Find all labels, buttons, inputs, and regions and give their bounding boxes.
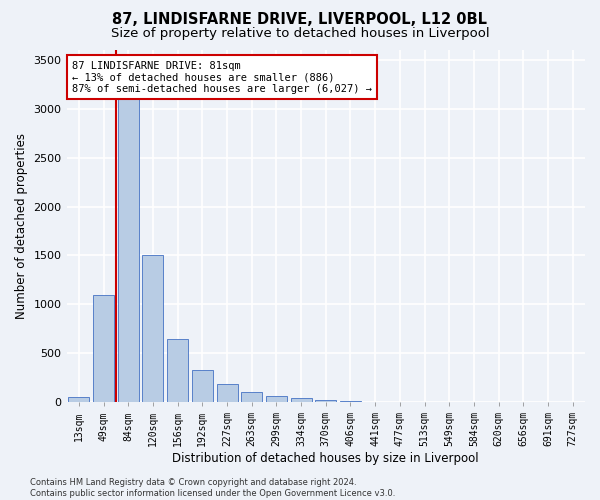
Bar — [217, 384, 238, 402]
Bar — [68, 398, 89, 402]
Text: Contains HM Land Registry data © Crown copyright and database right 2024.
Contai: Contains HM Land Registry data © Crown c… — [30, 478, 395, 498]
Bar — [118, 64, 139, 402]
Bar — [192, 370, 213, 402]
Bar — [340, 401, 361, 402]
Bar — [290, 398, 311, 402]
Bar — [266, 396, 287, 402]
Text: Size of property relative to detached houses in Liverpool: Size of property relative to detached ho… — [110, 28, 490, 40]
Bar — [93, 294, 114, 402]
X-axis label: Distribution of detached houses by size in Liverpool: Distribution of detached houses by size … — [172, 452, 479, 465]
Text: 87, LINDISFARNE DRIVE, LIVERPOOL, L12 0BL: 87, LINDISFARNE DRIVE, LIVERPOOL, L12 0B… — [113, 12, 487, 28]
Bar — [241, 392, 262, 402]
Text: 87 LINDISFARNE DRIVE: 81sqm
← 13% of detached houses are smaller (886)
87% of se: 87 LINDISFARNE DRIVE: 81sqm ← 13% of det… — [72, 60, 372, 94]
Bar — [167, 338, 188, 402]
Y-axis label: Number of detached properties: Number of detached properties — [15, 133, 28, 319]
Bar — [315, 400, 336, 402]
Bar — [142, 256, 163, 402]
